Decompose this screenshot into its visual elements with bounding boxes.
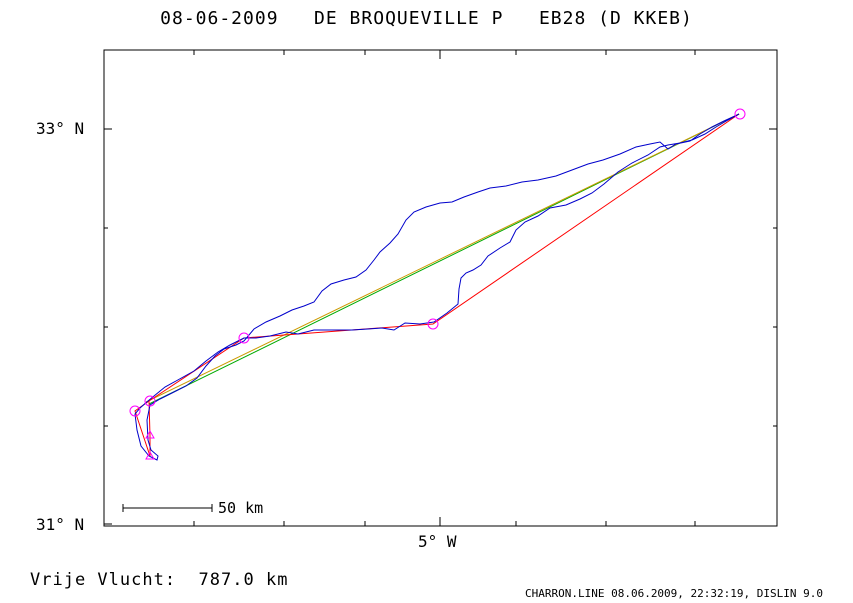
waypoint-marker: [129, 405, 141, 417]
scale-bar: [122, 504, 213, 512]
title-balloon: EB28 (D KKEB): [538, 8, 693, 29]
landing-triangle: [145, 450, 155, 460]
waypoint-marker: [427, 318, 439, 330]
flight-track: [134, 113, 740, 461]
top-ticks: [193, 50, 696, 59]
lat-label-top: 33° N: [36, 119, 85, 138]
launch-triangle: [145, 429, 155, 439]
lat-label-bottom: 31° N: [36, 515, 85, 534]
waypoint-marker: [238, 332, 250, 344]
waypoints: [129, 108, 746, 460]
title-date: 08-06-2009: [160, 8, 279, 29]
chart-title: 08-06-2009 DE BROQUEVILLE P EB28 (D KKEB…: [0, 8, 853, 29]
title-pilot: DE BROQUEVILLE P: [314, 8, 504, 29]
straight-line-green: [148, 113, 740, 405]
plot-frame: [103, 49, 778, 527]
flight-distance-label: Vrije Vlucht:: [30, 570, 177, 590]
flight-distance: Vrije Vlucht: 787.0 km: [30, 570, 288, 590]
lon-label-mid: 5° W: [418, 532, 457, 551]
scale-bar-label: 50 km: [218, 499, 264, 517]
straight-line-yellow: [145, 113, 740, 403]
waypoint-marker: [144, 395, 156, 407]
waypoint-marker: [734, 108, 746, 120]
bottom-ticks: [193, 517, 696, 526]
flight-distance-value: 787.0 km: [198, 570, 289, 590]
footer-credit: CHARRON.LINE 08.06.2009, 22:32:19, DISLI…: [524, 587, 823, 600]
right-ticks: [769, 128, 777, 427]
task-line: [134, 113, 740, 457]
left-ticks: [104, 128, 112, 525]
